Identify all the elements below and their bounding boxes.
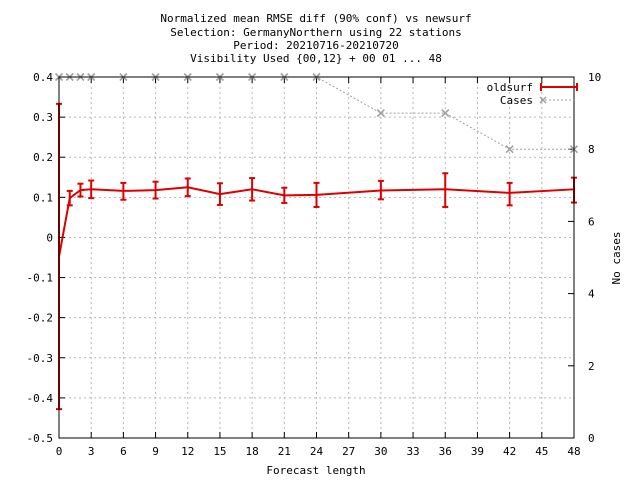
x-tick-label: 45 [535,445,548,458]
x-tick-label: 33 [406,445,419,458]
oldsurf-error-bar [216,182,223,206]
plot-frame [58,76,575,439]
oldsurf-error-bar [152,180,159,200]
x-tick-label: 3 [88,445,95,458]
y-tick-label: 0.2 [33,151,53,164]
x-tick-label: 24 [310,445,324,458]
y-tick-label: -0.5 [27,432,54,445]
title-line-1: Normalized mean RMSE diff (90% conf) vs … [160,12,471,25]
y-tick-label: 0.4 [33,71,53,84]
y-tick-label: -0.4 [27,392,54,405]
y2-tick-label: 4 [588,288,595,301]
x-tick-label: 27 [342,445,355,458]
y-tick-label: -0.2 [27,312,54,325]
oldsurf-error-bar [88,179,95,200]
x-axis: 0 3 6 9 12 15 18 21 24 27 30 33 36 39 42 45 48 [56,77,581,458]
grid-lines [59,77,574,438]
x-tick-label: 21 [278,445,291,458]
oldsurf-error-bar [442,172,449,208]
oldsurf-error-bar [77,182,84,198]
y-tick-label: -0.3 [27,352,54,365]
x-axis-label: Forecast length [266,464,365,477]
x-tick-label: 0 [56,445,63,458]
y2-tick-label: 10 [588,71,601,84]
title-line-3: Period: 20210716-20210720 [233,39,399,52]
cases-point-stroke [376,109,385,118]
x-tick-label: 48 [567,445,580,458]
oldsurf-error-bar [506,181,513,207]
legend-label-oldsurf: oldsurf [487,81,533,94]
oldsurf-error-bar [249,177,256,202]
right-axis-label: No cases [610,232,623,285]
right-axis: 0 2 4 6 8 10 [568,71,601,445]
x-tick-label: 36 [439,445,452,458]
y2-tick-label: 6 [588,215,595,228]
x-tick-label: 12 [181,445,194,458]
oldsurf-error-bar [313,181,320,208]
x-tick-label: 30 [374,445,387,458]
chart-title: Normalized mean RMSE diff (90% conf) vs … [160,12,471,65]
legend-label-cases: Cases [500,94,533,107]
y-tick-label: -0.1 [27,272,54,285]
y2-tick-label: 8 [588,143,595,156]
cases-point [505,145,514,154]
oldsurf-error-bar [281,186,288,204]
x-tick-label: 18 [246,445,259,458]
y-tick-label: 0 [46,231,53,244]
y-tick-label: 0.3 [33,111,53,124]
cases-point-stroke [505,145,514,154]
title-line-2: Selection: GermanyNorthern using 22 stat… [170,26,461,39]
oldsurf-error-bar [66,189,73,207]
x-tick-label: 6 [120,445,127,458]
cases-point-stroke [441,109,450,118]
y2-tick-label: 0 [588,432,595,445]
x-tick-label: 15 [213,445,226,458]
oldsurf-error-bar [377,179,384,201]
x-tick-label: 9 [152,445,159,458]
x-tick-label: 39 [471,445,484,458]
oldsurf-error-bar [120,181,127,201]
cases-point [376,109,385,118]
cases-point [441,109,450,118]
title-line-4: Visibility Used {00,12} + 00 01 ... 48 [190,52,442,65]
x-tick-label: 42 [503,445,516,458]
left-axis: 0.4 0.3 0.2 0.1 0 -0.1 -0.2 -0.3 -0.4 -0.5 [27,71,65,445]
legend-swatch-cases-marker [539,96,547,104]
oldsurf-error-bar [184,177,191,198]
y-tick-label: 0.1 [33,191,53,204]
y2-tick-label: 2 [588,360,595,373]
legend: oldsurf Cases [487,81,578,107]
